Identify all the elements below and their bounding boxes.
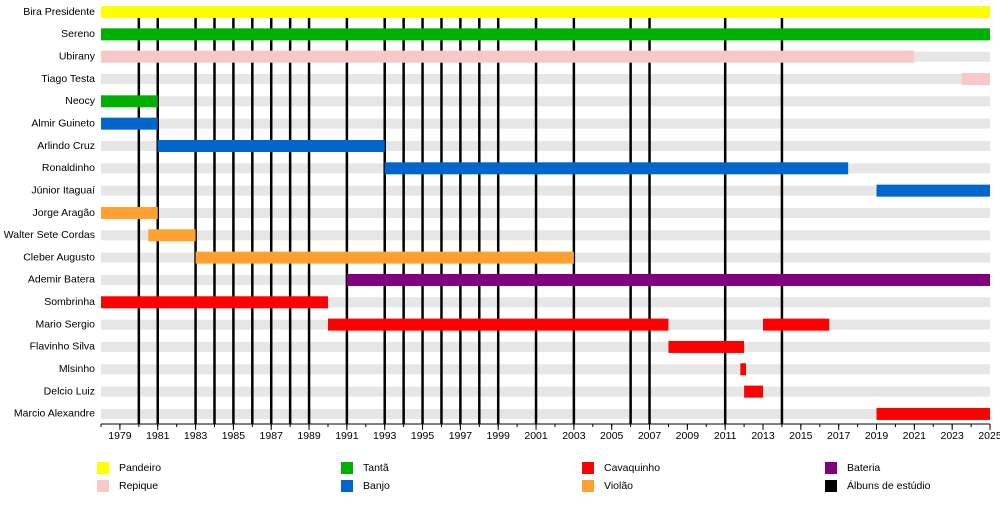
- legend-label: Álbuns de estúdio: [847, 479, 931, 492]
- x-tick-label: 2001: [524, 430, 548, 442]
- member-bar: [876, 184, 990, 197]
- member-bar: [744, 385, 764, 398]
- x-tick-label: 1989: [297, 430, 321, 442]
- row-label: Mario Sergio: [35, 318, 95, 330]
- row-label: Júnior Itaguaí: [31, 184, 95, 196]
- member-bar: [668, 340, 745, 353]
- x-tick-label: 1993: [373, 430, 397, 442]
- member-bar: [740, 363, 746, 376]
- row-stripe: [101, 118, 990, 129]
- legend-swatch: [97, 462, 109, 474]
- member-bar: [195, 251, 574, 264]
- row-label: Ubirany: [59, 50, 96, 62]
- x-tick-label: 2017: [827, 430, 851, 442]
- legend-swatch: [582, 462, 594, 474]
- x-tick-label: 1979: [108, 430, 132, 442]
- row-stripe: [101, 364, 990, 375]
- legend-label: Tantã: [363, 462, 389, 474]
- legend-swatch: [341, 480, 353, 492]
- member-bar: [327, 318, 669, 331]
- x-tick-label: 2021: [903, 430, 927, 442]
- member-bar: [384, 162, 849, 175]
- row-label: Neocy: [65, 95, 96, 107]
- row-label: Jorge Aragão: [33, 207, 96, 219]
- row-label: Flavinho Silva: [30, 341, 96, 353]
- x-tick-label: 2023: [940, 430, 964, 442]
- legend-swatch: [97, 480, 109, 492]
- legend-swatch: [341, 462, 353, 474]
- x-tick-label: 1985: [222, 430, 246, 442]
- legend-swatch: [582, 480, 594, 492]
- legend-label: Bateria: [847, 462, 880, 474]
- member-bar: [763, 318, 830, 331]
- row-stripe: [101, 73, 990, 84]
- x-tick-label: 1995: [411, 430, 435, 442]
- legend-swatch: [825, 480, 837, 492]
- legend-swatch: [825, 462, 837, 474]
- x-tick-label: 2025: [978, 430, 1000, 442]
- member-bar: [101, 117, 158, 130]
- row-stripe: [101, 207, 990, 218]
- legend-label: Violão: [604, 480, 633, 492]
- member-bar: [876, 407, 990, 420]
- member-bar: [101, 50, 915, 63]
- member-bar: [148, 229, 196, 242]
- x-tick-label: 1991: [335, 430, 359, 442]
- x-tick-label: 2007: [638, 430, 662, 442]
- legend-label: Banjo: [363, 480, 390, 492]
- row-label: Sereno: [61, 28, 95, 40]
- row-label: Sombrinha: [44, 296, 95, 308]
- x-tick-label: 1983: [184, 430, 208, 442]
- row-label: Cleber Augusto: [23, 251, 95, 263]
- x-tick-label: 2011: [714, 430, 737, 442]
- x-tick-label: 1987: [260, 430, 284, 442]
- row-label: Mlsinho: [59, 363, 95, 375]
- x-tick-label: 2015: [789, 430, 813, 442]
- row-label: Bira Presidente: [23, 6, 95, 18]
- row-label: Almir Guineto: [31, 117, 95, 129]
- row-label: Walter Sete Cordas: [4, 229, 95, 241]
- x-tick-label: 1997: [449, 430, 473, 442]
- row-label: Arlindo Cruz: [37, 140, 95, 152]
- member-bar: [101, 206, 158, 219]
- x-tick-label: 2003: [562, 430, 586, 442]
- row-label: Tiago Testa: [41, 73, 95, 85]
- row-label: Marcio Alexandre: [14, 408, 95, 420]
- row-stripe: [101, 386, 990, 397]
- x-tick-label: 2005: [600, 430, 624, 442]
- x-tick-label: 2019: [865, 430, 889, 442]
- row-label: Delcio Luiz: [44, 385, 95, 397]
- legend-label: Repique: [119, 480, 158, 492]
- legend-label: Cavaquinho: [604, 462, 660, 474]
- x-tick-label: 1999: [487, 430, 511, 442]
- member-bar: [346, 273, 990, 286]
- member-bar: [101, 28, 990, 41]
- x-tick-label: 2009: [676, 430, 700, 442]
- x-tick-label: 1981: [146, 430, 170, 442]
- row-stripe: [101, 408, 990, 419]
- member-bar: [101, 6, 990, 18]
- x-tick-label: 2013: [751, 430, 775, 442]
- member-bar: [101, 95, 158, 108]
- row-stripe: [101, 341, 990, 352]
- row-label: Ronaldinho: [42, 162, 95, 174]
- member-bar: [157, 139, 385, 152]
- row-stripe: [101, 297, 990, 308]
- member-bar: [101, 296, 328, 309]
- row-stripe: [101, 230, 990, 241]
- member-bar: [961, 72, 990, 85]
- row-stripe: [101, 185, 990, 196]
- row-stripe: [101, 140, 990, 151]
- legend-label: Pandeiro: [119, 462, 161, 474]
- row-label: Ademir Batera: [28, 274, 95, 286]
- row-stripe: [101, 96, 990, 107]
